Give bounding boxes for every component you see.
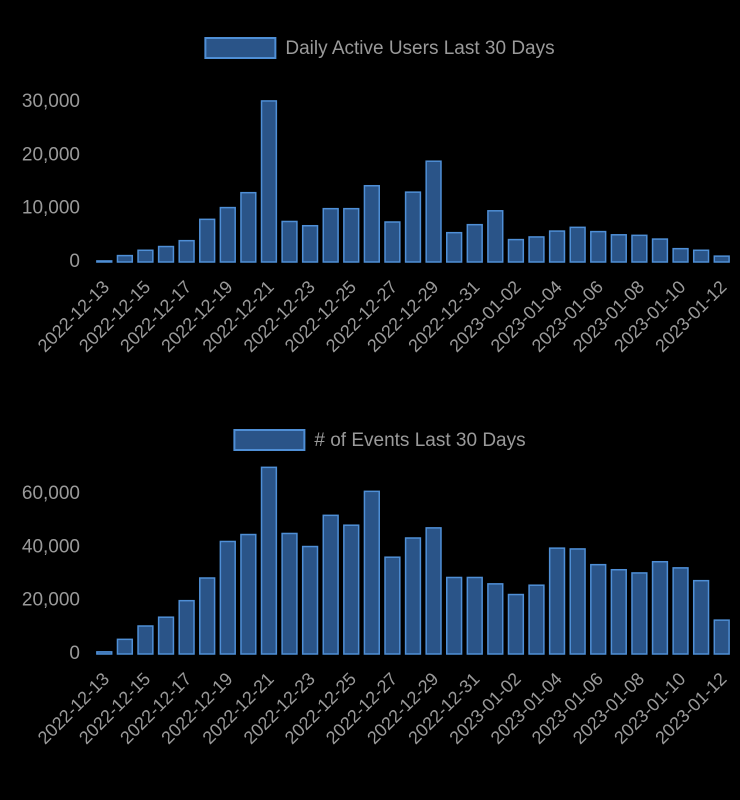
bar-2023-01-10[interactable] bbox=[672, 567, 689, 655]
bars bbox=[96, 466, 730, 655]
bar-2022-12-21[interactable] bbox=[260, 466, 278, 655]
bar-2023-01-01[interactable] bbox=[487, 210, 504, 263]
bar-2022-12-30[interactable] bbox=[446, 231, 463, 263]
bar-2023-01-06[interactable] bbox=[590, 563, 607, 655]
bar-2023-01-05[interactable] bbox=[569, 226, 586, 263]
bar-2022-12-16[interactable] bbox=[157, 616, 175, 655]
bar-2022-12-27[interactable] bbox=[384, 556, 401, 655]
y-tick-label: 0 bbox=[69, 643, 80, 664]
legend[interactable]: # of Events Last 30 Days bbox=[233, 429, 526, 451]
bar-2022-12-22[interactable] bbox=[281, 220, 298, 263]
events-chart: # of Events Last 30 Days 0 20,000 40,000 60,… bbox=[22, 429, 731, 748]
bar-2022-12-26[interactable] bbox=[363, 184, 380, 263]
bar-2022-12-17[interactable] bbox=[178, 239, 195, 263]
bar-2022-12-16[interactable] bbox=[157, 245, 175, 263]
bar-2023-01-01[interactable] bbox=[487, 583, 504, 655]
bar-2023-01-08[interactable] bbox=[631, 572, 648, 655]
bar-2022-12-13[interactable] bbox=[96, 651, 113, 655]
bar-2023-01-11[interactable] bbox=[692, 249, 710, 263]
bar-2022-12-28[interactable] bbox=[404, 191, 422, 263]
bar-2023-01-04[interactable] bbox=[548, 547, 566, 655]
bar-2022-12-13[interactable] bbox=[96, 260, 113, 263]
bar-2022-12-14[interactable] bbox=[116, 254, 134, 263]
bar-2023-01-09[interactable] bbox=[651, 560, 669, 655]
bar-2022-12-19[interactable] bbox=[219, 206, 236, 263]
legend-label: Daily Active Users Last 30 Days bbox=[285, 38, 554, 59]
bar-2023-01-11[interactable] bbox=[692, 579, 710, 655]
bar-2023-01-05[interactable] bbox=[569, 548, 586, 655]
bar-2023-01-07[interactable] bbox=[610, 568, 627, 655]
bar-2022-12-18[interactable] bbox=[199, 218, 216, 263]
bar-2023-01-12[interactable] bbox=[713, 619, 730, 655]
bar-2023-01-02[interactable] bbox=[507, 593, 525, 655]
bar-2023-01-09[interactable] bbox=[651, 238, 669, 263]
y-axis: 0 20,000 40,000 60,000 bbox=[22, 483, 80, 664]
y-tick-label: 40,000 bbox=[22, 536, 80, 557]
legend[interactable]: Daily Active Users Last 30 Days bbox=[204, 37, 555, 59]
bar-2023-01-12[interactable] bbox=[713, 255, 730, 263]
bars bbox=[96, 100, 730, 263]
bar-2022-12-24[interactable] bbox=[322, 514, 339, 655]
x-axis: 2022-12-132022-12-152022-12-172022-12-19… bbox=[34, 277, 731, 356]
bar-2022-12-29[interactable] bbox=[425, 160, 442, 263]
legend-swatch bbox=[233, 429, 306, 451]
x-axis: 2022-12-132022-12-152022-12-172022-12-19… bbox=[34, 669, 731, 748]
legend-swatch bbox=[204, 37, 277, 59]
y-tick-label: 30,000 bbox=[22, 91, 80, 112]
daily-active-users-chart: Daily Active Users Last 30 Days 0 10,000 20… bbox=[22, 37, 731, 356]
y-axis: 0 10,000 20,000 30,000 bbox=[22, 91, 80, 272]
y-tick-label: 60,000 bbox=[22, 483, 80, 504]
y-tick-label: 10,000 bbox=[22, 198, 80, 219]
y-tick-label: 20,000 bbox=[22, 144, 80, 165]
bar-2023-01-07[interactable] bbox=[610, 234, 627, 263]
bar-2022-12-18[interactable] bbox=[199, 577, 216, 655]
bar-2023-01-02[interactable] bbox=[507, 238, 525, 263]
bar-2022-12-25[interactable] bbox=[343, 524, 360, 655]
bar-2023-01-06[interactable] bbox=[590, 230, 607, 263]
bar-2022-12-15[interactable] bbox=[137, 249, 154, 263]
bar-2022-12-26[interactable] bbox=[363, 490, 380, 655]
bar-2022-12-23[interactable] bbox=[301, 545, 319, 655]
bar-2022-12-23[interactable] bbox=[301, 224, 319, 263]
bar-2022-12-27[interactable] bbox=[384, 221, 401, 263]
bar-2023-01-03[interactable] bbox=[528, 584, 545, 655]
bar-2023-01-03[interactable] bbox=[528, 236, 545, 263]
bar-2022-12-30[interactable] bbox=[446, 576, 463, 655]
bar-2023-01-04[interactable] bbox=[548, 230, 566, 263]
bar-2022-12-19[interactable] bbox=[219, 540, 236, 655]
y-tick-label: 20,000 bbox=[22, 590, 80, 611]
y-tick-label: 0 bbox=[69, 251, 80, 272]
bar-2022-12-25[interactable] bbox=[343, 207, 360, 263]
bar-2022-12-29[interactable] bbox=[425, 527, 442, 655]
bar-2022-12-21[interactable] bbox=[260, 100, 278, 263]
bar-2023-01-10[interactable] bbox=[672, 247, 689, 263]
bar-2022-12-28[interactable] bbox=[404, 537, 422, 655]
bar-2022-12-31[interactable] bbox=[466, 576, 483, 655]
legend-label: # of Events Last 30 Days bbox=[314, 430, 525, 451]
bar-2023-01-08[interactable] bbox=[631, 234, 648, 263]
bar-2022-12-17[interactable] bbox=[178, 599, 195, 655]
bar-2022-12-15[interactable] bbox=[137, 625, 154, 655]
bar-2022-12-20[interactable] bbox=[240, 191, 257, 263]
bar-2022-12-24[interactable] bbox=[322, 207, 339, 263]
bar-2022-12-14[interactable] bbox=[116, 638, 134, 655]
bar-2022-12-20[interactable] bbox=[240, 533, 257, 655]
bar-2022-12-22[interactable] bbox=[281, 532, 298, 655]
bar-2022-12-31[interactable] bbox=[466, 223, 483, 263]
